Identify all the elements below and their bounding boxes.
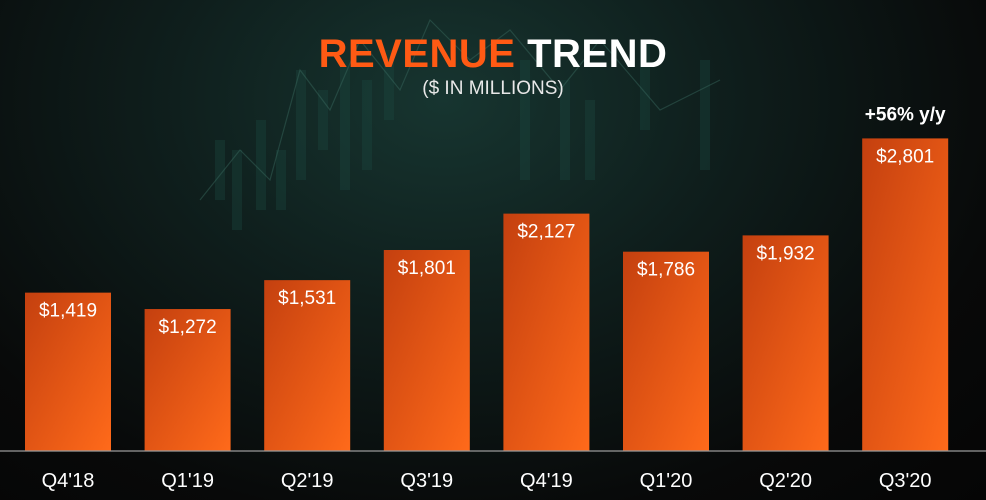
value-label-q2-20: $1,932: [757, 243, 815, 264]
bar-q3-20: [862, 138, 949, 452]
category-label-q2-20: Q2'20: [759, 470, 812, 492]
bar-q4-19: [503, 213, 590, 451]
growth-annotation: +56% y/y: [865, 104, 946, 125]
bar-q2-19: [264, 280, 351, 451]
category-label-q2-19: Q2'19: [281, 470, 334, 492]
value-label-q4-19: $2,127: [517, 222, 575, 243]
bar-q4-18: [25, 292, 111, 451]
value-label-q1-20: $1,786: [637, 260, 695, 281]
value-label-q1-19: $1,272: [159, 317, 217, 338]
title-revenue: REVENUE: [318, 32, 516, 76]
bar-q2-20: [742, 235, 829, 451]
category-label-q4-18: Q4'18: [42, 470, 95, 492]
category-label-q1-19: Q1'19: [161, 470, 214, 492]
bar-q3-19: [383, 250, 470, 451]
value-label-q2-19: $1,531: [278, 288, 336, 309]
category-label-q3-20: Q3'20: [879, 470, 932, 492]
value-label-q3-20: $2,801: [876, 146, 934, 167]
category-label-q4-19: Q4'19: [520, 470, 573, 492]
title-trend: TREND: [527, 32, 668, 76]
chart-title: REVENUE TREND: [0, 30, 986, 78]
bar-q1-20: [623, 251, 709, 451]
value-label-q3-19: $1,801: [398, 258, 456, 279]
category-label-q3-19: Q3'19: [400, 470, 453, 492]
value-label-q4-18: $1,419: [39, 301, 97, 322]
chart-subtitle: ($ IN MILLIONS): [422, 78, 564, 99]
category-label-q1-20: Q1'20: [640, 470, 693, 492]
bar-q1-19: [144, 309, 231, 451]
